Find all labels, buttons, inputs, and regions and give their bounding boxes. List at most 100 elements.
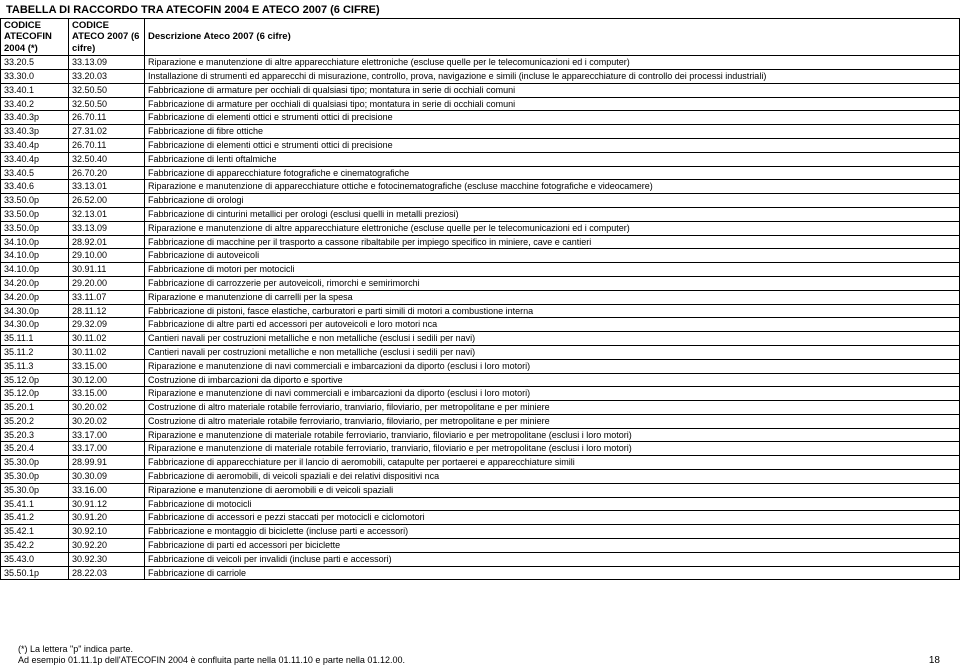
cell-ateco2007: 30.92.10 [69, 525, 145, 539]
cell-atecofin: 33.50.0p [1, 221, 69, 235]
footnote: (*) La lettera "p" indica parte. Ad esem… [18, 644, 405, 667]
cell-descrizione: Riparazione e manutenzione di materiale … [145, 442, 960, 456]
cell-atecofin: 35.12.0p [1, 373, 69, 387]
cell-atecofin: 34.30.0p [1, 304, 69, 318]
cell-atecofin: 33.40.2 [1, 97, 69, 111]
cell-ateco2007: 27.31.02 [69, 125, 145, 139]
cell-descrizione: Riparazione e manutenzione di aeromobili… [145, 483, 960, 497]
cell-ateco2007: 32.13.01 [69, 207, 145, 221]
cell-ateco2007: 33.13.09 [69, 56, 145, 70]
cell-atecofin: 33.40.5 [1, 166, 69, 180]
footnote-line-2: Ad esempio 01.11.1p dell'ATECOFIN 2004 è… [18, 655, 405, 666]
cell-ateco2007: 33.11.07 [69, 290, 145, 304]
cell-descrizione: Riparazione e manutenzione di altre appa… [145, 56, 960, 70]
cell-ateco2007: 28.11.12 [69, 304, 145, 318]
table-row: 35.20.433.17.00Riparazione e manutenzion… [1, 442, 960, 456]
cell-ateco2007: 29.10.00 [69, 249, 145, 263]
cell-atecofin: 33.30.0 [1, 69, 69, 83]
cell-atecofin: 33.40.3p [1, 111, 69, 125]
cell-descrizione: Fabbricazione di accessori e pezzi stacc… [145, 511, 960, 525]
cell-descrizione: Riparazione e manutenzione di navi comme… [145, 359, 960, 373]
table-row: 33.40.4p32.50.40Fabbricazione di lenti o… [1, 152, 960, 166]
cell-ateco2007: 33.17.00 [69, 428, 145, 442]
cell-atecofin: 35.11.2 [1, 345, 69, 359]
cell-ateco2007: 33.17.00 [69, 442, 145, 456]
cell-ateco2007: 26.52.00 [69, 194, 145, 208]
page-title: TABELLA DI RACCORDO TRA ATECOFIN 2004 E … [0, 0, 960, 18]
cell-ateco2007: 32.50.40 [69, 152, 145, 166]
cell-ateco2007: 26.70.11 [69, 138, 145, 152]
cell-ateco2007: 28.92.01 [69, 235, 145, 249]
cell-atecofin: 35.30.0p [1, 470, 69, 484]
cell-descrizione: Fabbricazione di autoveicoli [145, 249, 960, 263]
cell-ateco2007: 30.20.02 [69, 401, 145, 415]
cell-descrizione: Fabbricazione di apparecchiature per il … [145, 456, 960, 470]
cell-atecofin: 35.41.2 [1, 511, 69, 525]
cell-ateco2007: 33.15.00 [69, 359, 145, 373]
table-row: 34.10.0p30.91.11Fabbricazione di motori … [1, 263, 960, 277]
table-row: 33.20.533.13.09Riparazione e manutenzion… [1, 56, 960, 70]
cell-ateco2007: 30.30.09 [69, 470, 145, 484]
col-header-descrizione: Descrizione Ateco 2007 (6 cifre) [145, 19, 960, 56]
cell-ateco2007: 30.11.02 [69, 345, 145, 359]
cell-ateco2007: 26.70.11 [69, 111, 145, 125]
cell-descrizione: Fabbricazione di motori per motocicli [145, 263, 960, 277]
cell-descrizione: Fabbricazione di armature per occhiali d… [145, 97, 960, 111]
cell-atecofin: 35.20.3 [1, 428, 69, 442]
cell-descrizione: Riparazione e manutenzione di altre appa… [145, 221, 960, 235]
cell-descrizione: Fabbricazione di aeromobili, di veicoli … [145, 470, 960, 484]
cell-ateco2007: 30.12.00 [69, 373, 145, 387]
cell-ateco2007: 30.92.20 [69, 539, 145, 553]
table-row: 35.42.130.92.10Fabbricazione e montaggio… [1, 525, 960, 539]
cell-descrizione: Riparazione e manutenzione di materiale … [145, 428, 960, 442]
cell-ateco2007: 33.13.01 [69, 180, 145, 194]
cell-descrizione: Fabbricazione di carrozzerie per autovei… [145, 276, 960, 290]
cell-descrizione: Fabbricazione di apparecchiature fotogra… [145, 166, 960, 180]
table-row: 35.30.0p28.99.91Fabbricazione di apparec… [1, 456, 960, 470]
table-row: 33.40.3p26.70.11Fabbricazione di element… [1, 111, 960, 125]
table-row: 35.30.0p33.16.00Riparazione e manutenzio… [1, 483, 960, 497]
cell-ateco2007: 28.22.03 [69, 566, 145, 580]
cell-atecofin: 34.20.0p [1, 290, 69, 304]
cell-ateco2007: 30.92.30 [69, 552, 145, 566]
table-row: 34.10.0p28.92.01Fabbricazione di macchin… [1, 235, 960, 249]
table-row: 34.20.0p29.20.00Fabbricazione di carrozz… [1, 276, 960, 290]
cell-ateco2007: 28.99.91 [69, 456, 145, 470]
cell-descrizione: Fabbricazione di orologi [145, 194, 960, 208]
cell-descrizione: Fabbricazione di fibre ottiche [145, 125, 960, 139]
col-header-atecofin: CODICE ATECOFIN 2004 (*) [1, 19, 69, 56]
cell-descrizione: Fabbricazione di macchine per il traspor… [145, 235, 960, 249]
cell-ateco2007: 33.16.00 [69, 483, 145, 497]
cell-descrizione: Fabbricazione di veicoli per invalidi (i… [145, 552, 960, 566]
cell-descrizione: Fabbricazione di cinturini metallici per… [145, 207, 960, 221]
table-row: 33.40.526.70.20Fabbricazione di apparecc… [1, 166, 960, 180]
cell-atecofin: 35.11.3 [1, 359, 69, 373]
cell-atecofin: 35.30.0p [1, 456, 69, 470]
table-header-row: CODICE ATECOFIN 2004 (*) CODICE ATECO 20… [1, 19, 960, 56]
cell-descrizione: Cantieri navali per costruzioni metallic… [145, 332, 960, 346]
cell-atecofin: 35.42.1 [1, 525, 69, 539]
cell-descrizione: Fabbricazione di elementi ottici e strum… [145, 138, 960, 152]
table-row: 35.11.130.11.02Cantieri navali per costr… [1, 332, 960, 346]
table-row: 35.50.1p28.22.03Fabbricazione di carriol… [1, 566, 960, 580]
cell-descrizione: Riparazione e manutenzione di apparecchi… [145, 180, 960, 194]
table-row: 35.20.130.20.02Costruzione di altro mate… [1, 401, 960, 415]
cell-ateco2007: 32.50.50 [69, 83, 145, 97]
table-row: 35.11.230.11.02Cantieri navali per costr… [1, 345, 960, 359]
cell-ateco2007: 33.15.00 [69, 387, 145, 401]
table-row: 35.41.130.91.12Fabbricazione di motocicl… [1, 497, 960, 511]
table-row: 35.12.0p30.12.00Costruzione di imbarcazi… [1, 373, 960, 387]
cell-atecofin: 33.40.6 [1, 180, 69, 194]
table-row: 35.20.230.20.02Costruzione di altro mate… [1, 414, 960, 428]
cell-descrizione: Fabbricazione di armature per occhiali d… [145, 83, 960, 97]
cell-descrizione: Fabbricazione di lenti oftalmiche [145, 152, 960, 166]
cell-descrizione: Fabbricazione di pistoni, fasce elastich… [145, 304, 960, 318]
cell-atecofin: 34.10.0p [1, 249, 69, 263]
cell-ateco2007: 30.91.20 [69, 511, 145, 525]
cell-atecofin: 33.40.1 [1, 83, 69, 97]
table-row: 35.41.230.91.20Fabbricazione di accessor… [1, 511, 960, 525]
cell-ateco2007: 33.20.03 [69, 69, 145, 83]
cell-descrizione: Fabbricazione e montaggio di biciclette … [145, 525, 960, 539]
table-row: 33.40.3p27.31.02Fabbricazione di fibre o… [1, 125, 960, 139]
cell-descrizione: Fabbricazione di carriole [145, 566, 960, 580]
